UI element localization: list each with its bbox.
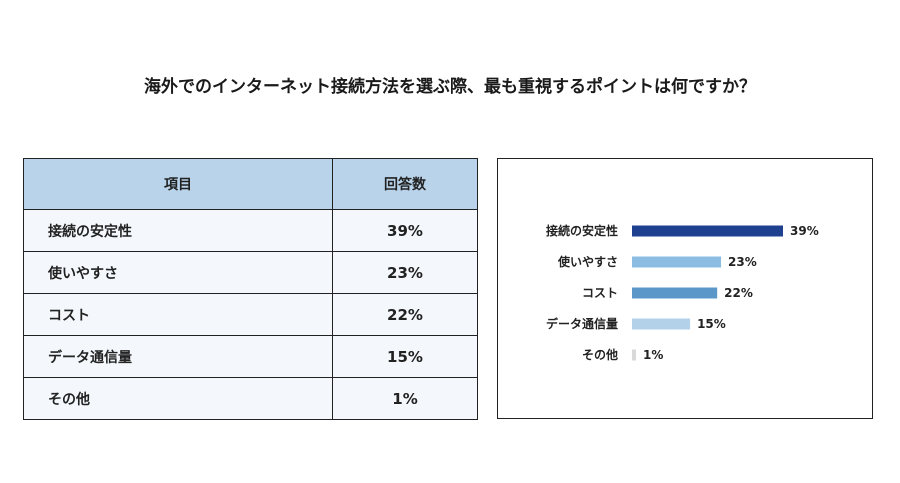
page-title: 海外でのインターネット接続方法を選ぶ際、最も重視するポイントは何ですか？ <box>144 77 756 97</box>
bar-value-label: 22% <box>724 286 753 300</box>
table-cell-item: その他 <box>23 377 333 420</box>
table-header-row: 項目 回答数 <box>23 158 478 210</box>
bar-category-label: データ通信量 <box>546 316 618 331</box>
table-row: 使いやすさ 23% <box>23 251 478 294</box>
bar <box>632 225 783 237</box>
table-cell-item: コスト <box>23 293 333 336</box>
table-row: その他 1% <box>23 377 478 420</box>
bar-value-label: 1% <box>643 348 663 362</box>
bar <box>632 287 718 299</box>
bar-value-label: 39% <box>790 224 819 238</box>
bar <box>632 318 691 330</box>
bar-value-label: 23% <box>728 255 757 269</box>
bar-category-label: 使いやすさ <box>557 254 618 269</box>
table-cell-item: 使いやすさ <box>23 251 333 294</box>
data-table: 項目 回答数 接続の安定性 39% 使いやすさ 23% コスト 22% データ通… <box>23 158 478 420</box>
table-row: 接続の安定性 39% <box>23 209 478 252</box>
bar <box>632 349 636 361</box>
table-cell-item: 接続の安定性 <box>23 209 333 252</box>
table-cell-value: 1% <box>332 377 478 420</box>
table-cell-value: 39% <box>332 209 478 252</box>
table-cell-value: 15% <box>332 335 478 378</box>
bar <box>632 256 722 268</box>
table-row: コスト 22% <box>23 293 478 336</box>
bar-chart: 接続の安定性 39% 使いやすさ 23% コスト 22% データ通信量 15% その他 1% <box>546 223 819 362</box>
bar-category-label: コスト <box>582 286 618 300</box>
bar-value-label: 15% <box>697 317 726 331</box>
table-cell-value: 22% <box>332 293 478 336</box>
bar-category-label: その他 <box>582 347 618 362</box>
table-cell-item: データ通信量 <box>23 335 333 378</box>
column-header-item: 項目 <box>23 158 333 210</box>
column-header-count: 回答数 <box>332 158 478 210</box>
bar-category-label: 接続の安定性 <box>546 223 618 238</box>
table-row: データ通信量 15% <box>23 335 478 378</box>
bar-chart-panel: 接続の安定性 39% 使いやすさ 23% コスト 22% データ通信量 15% その他 1% <box>497 158 873 419</box>
table-cell-value: 23% <box>332 251 478 294</box>
